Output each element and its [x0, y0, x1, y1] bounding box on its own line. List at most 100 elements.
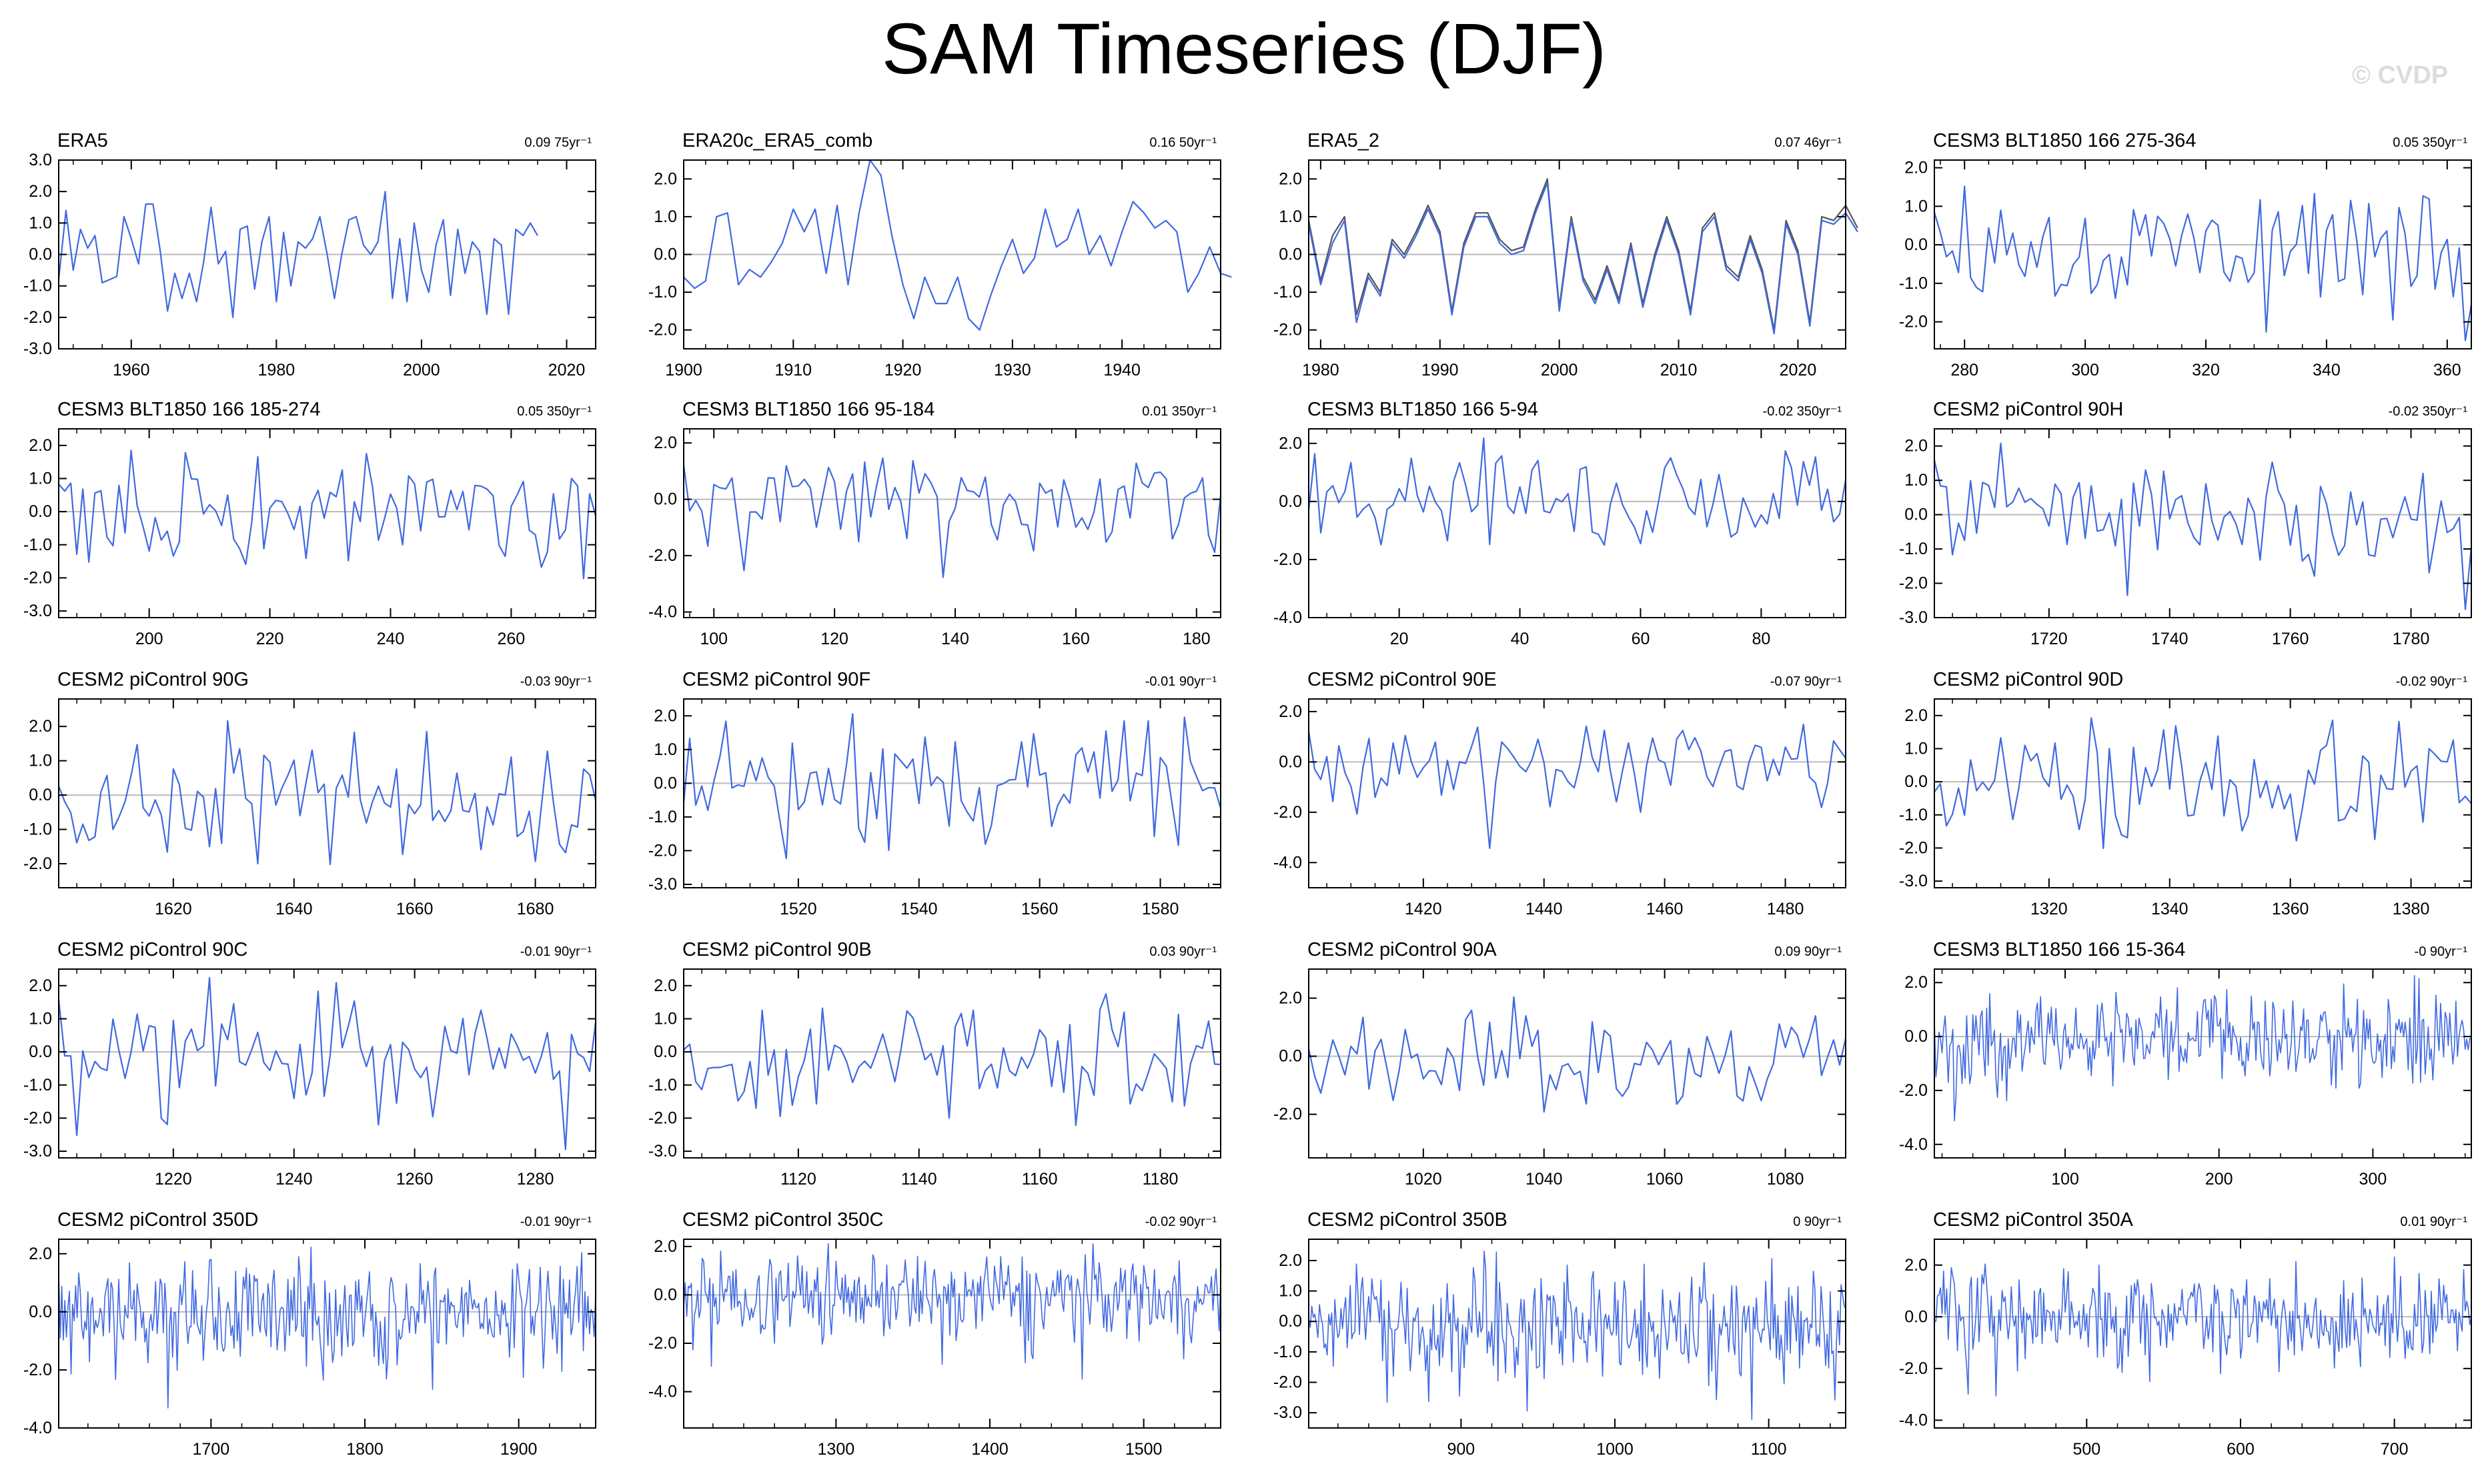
series-line [1933, 185, 2473, 341]
x-tick-label: 1420 [1405, 900, 1442, 918]
x-tick-label: 1620 [155, 900, 192, 918]
y-tick-label: 3.0 [29, 151, 52, 169]
panel-title: ERA5_2 [1307, 130, 1379, 151]
y-tick-label: -1.0 [23, 1076, 52, 1094]
x-tick-label: 220 [256, 630, 284, 648]
x-tick-label: 1260 [396, 1170, 434, 1189]
y-tick-label: 0.0 [1904, 1307, 1928, 1326]
panel-11: CESM2 piControl 90E -0.07 90yr⁻¹ 2.0 0.0 -2.… [1273, 669, 1846, 918]
y-tick-label: 0.0 [29, 245, 52, 264]
y-tick-label: -3.0 [23, 339, 52, 358]
panel-trend: 0.05 350yr⁻¹ [517, 404, 592, 419]
y-tick-label: 2.0 [1279, 702, 1302, 721]
panel-title: CESM2 piControl 90A [1307, 939, 1497, 960]
y-tick-label: -1.0 [1273, 1343, 1302, 1361]
y-tick-label: -1.0 [1899, 274, 1928, 293]
y-tick-label: 2.0 [1904, 1256, 1928, 1275]
y-tick-label: -2.0 [23, 854, 52, 873]
y-tick-label: -3.0 [648, 875, 677, 894]
panel-trend: -0.02 350yr⁻¹ [2389, 404, 2468, 419]
panel-trend: -0.01 90yr⁻¹ [520, 1215, 592, 1229]
panel-trend: -0.01 90yr⁻¹ [1145, 674, 1217, 689]
y-tick-label: 0.0 [1904, 772, 1928, 791]
series-line [682, 457, 1222, 578]
panel-title: CESM2 piControl 350A [1933, 1209, 2133, 1231]
y-tick-label: 2.0 [654, 434, 677, 452]
panel-trend: -0.01 90yr⁻¹ [520, 944, 592, 959]
panel-title: CESM2 piControl 90E [1307, 669, 1497, 690]
y-tick-label: 0.0 [654, 1042, 677, 1061]
y-tick-label: 1.0 [1279, 1282, 1302, 1301]
series-line [58, 1247, 596, 1409]
x-tick-label: 1100 [1751, 1440, 1787, 1459]
y-tick-label: -4.0 [1273, 853, 1302, 872]
y-tick-label: -2.0 [648, 841, 677, 860]
x-tick-label: 1660 [396, 900, 434, 918]
panel-trend: -0.02 350yr⁻¹ [1763, 404, 1842, 419]
y-tick-label: -3.0 [23, 1142, 52, 1161]
y-tick-label: 0.0 [1904, 235, 1928, 254]
y-tick-label: 2.0 [1279, 1251, 1302, 1270]
x-tick-label: 1520 [780, 900, 817, 918]
y-tick-label: -2.0 [1273, 1373, 1302, 1392]
series-line [1307, 996, 1847, 1113]
x-tick-label: 1920 [884, 361, 922, 380]
series-line [1308, 1251, 1846, 1420]
y-tick-label: 2.0 [1279, 989, 1302, 1008]
series-line [58, 450, 597, 580]
y-tick-label: 2.0 [654, 1237, 677, 1256]
x-tick-label: 120 [820, 630, 848, 648]
y-tick-label: -4.0 [648, 603, 677, 622]
y-tick-label: -3.0 [648, 1142, 677, 1161]
x-tick-label: 1540 [900, 900, 938, 918]
plot-frame [58, 698, 596, 888]
x-tick-label: 100 [2051, 1170, 2079, 1189]
y-tick-label: -2.0 [1899, 1359, 1928, 1378]
x-tick-label: 1140 [901, 1170, 937, 1189]
y-tick-label: -1.0 [1273, 283, 1302, 301]
x-tick-label: 1280 [517, 1170, 554, 1189]
x-tick-label: 240 [377, 630, 405, 648]
x-tick-label: 1720 [2030, 630, 2068, 648]
panel-title: CESM2 piControl 90B [682, 939, 872, 960]
panel-18: CESM2 piControl 350C -0.02 90yr⁻¹ 2.0 0.0 -2… [648, 1209, 1221, 1459]
panel-13: CESM2 piControl 90C -0.01 90yr⁻¹ 2.0 1.0 0.0… [23, 939, 597, 1189]
y-tick-label: 0.0 [1279, 1047, 1302, 1066]
panel-title: CESM2 piControl 350D [57, 1209, 258, 1231]
panel-trend: -0.02 90yr⁻¹ [1145, 1215, 1217, 1229]
panel-title: CESM3 BLT1850 166 275-364 [1933, 130, 2196, 151]
y-tick-label: 1.0 [1279, 207, 1302, 226]
y-tick-label: -2.0 [1273, 803, 1302, 822]
series-line [1307, 724, 1846, 849]
y-tick-label: 0.0 [1279, 245, 1302, 264]
x-tick-label: 1400 [971, 1440, 1009, 1459]
y-tick-label: -2.0 [648, 1334, 677, 1353]
series-line [57, 976, 597, 1151]
y-tick-label: 1.0 [1904, 739, 1928, 758]
x-tick-label: 1340 [2151, 900, 2189, 918]
x-tick-label: 1060 [1646, 1170, 1684, 1189]
y-tick-label: 0.0 [654, 490, 677, 509]
series-line [1307, 437, 1847, 546]
y-tick-label: -1.0 [648, 1076, 677, 1094]
plot-frame [1934, 968, 2472, 1159]
y-tick-label: -2.0 [648, 546, 677, 565]
series-line [57, 720, 597, 866]
x-tick-label: 1180 [1143, 1170, 1179, 1189]
y-tick-label: 0.0 [29, 786, 52, 804]
y-tick-label: 2.0 [654, 706, 677, 725]
x-tick-label: 600 [2227, 1440, 2255, 1459]
x-tick-label: 1040 [1525, 1170, 1563, 1189]
series-line [1934, 717, 2472, 849]
panel-16: CESM3 BLT1850 166 15-364 -0 90yr⁻¹ 2.0 0.0 -… [1899, 939, 2472, 1189]
series-line [683, 993, 1221, 1127]
x-tick-label: 200 [135, 630, 163, 648]
panel-title: CESM3 BLT1850 166 185-274 [57, 399, 320, 420]
x-tick-label: 1300 [818, 1440, 855, 1459]
panel-title: CESM2 piControl 90D [1933, 669, 2123, 690]
x-tick-label: 1240 [275, 1170, 313, 1189]
series-line [57, 191, 538, 318]
cvdp-watermark: © CVDP [2352, 61, 2449, 89]
y-tick-label: -4.0 [1273, 608, 1302, 627]
panel-2: ERA20c_ERA5_comb 0.16 50yr⁻¹ 2.0 1.0 0.0 -1.0… [648, 130, 1232, 380]
